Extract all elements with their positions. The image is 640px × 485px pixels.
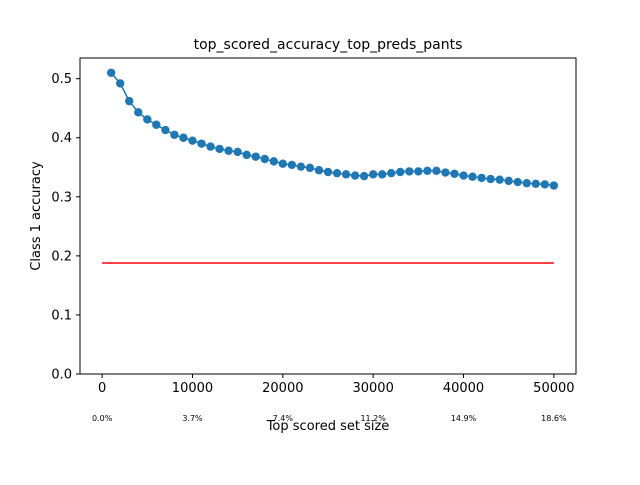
data-point [350,171,360,180]
data-point [106,68,116,77]
data-point [287,160,297,170]
y-tick-label: 0.0 [51,368,72,383]
data-point [405,167,414,176]
data-point [549,181,559,190]
data-point [206,142,215,151]
data-point [170,130,179,139]
data-point [459,171,468,180]
secondary-x-label: 14.9% [451,414,477,423]
secondary-x-labels: 0.0% 3.7% 7.4% 11.2% 14.9% 18.6% [92,414,567,423]
x-axis: 0 10000 20000 30000 40000 50000 [98,374,575,396]
data-point [368,170,378,179]
data-point [314,166,324,175]
y-tick-label: 0.4 [51,131,72,146]
x-tick-label: 20000 [262,381,303,396]
data-point [215,144,224,154]
x-axis-label: Top scored set size [266,419,390,434]
data-point [450,169,459,178]
data-point [323,167,333,177]
data-point [468,172,477,181]
data-point [296,162,306,171]
data-point [423,166,432,176]
data-point [504,176,513,186]
y-tick-label: 0.1 [51,308,72,323]
data-point [278,159,288,168]
data-point [522,179,531,188]
x-tick-label: 10000 [172,381,213,396]
secondary-x-label: 11.2% [360,414,386,423]
data-point [251,152,260,161]
y-tick-label: 0.2 [51,249,72,264]
data-point [179,133,188,142]
data-point [125,96,134,106]
y-axis: 0.0 0.1 0.2 0.3 0.4 0.5 [51,72,80,383]
x-tick-label: 30000 [352,381,393,396]
series-line-1 [110,72,554,187]
x-tick-label: 0 [98,381,106,396]
data-point [441,168,450,177]
data-point [387,168,396,178]
y-tick-label: 0.3 [51,190,72,205]
chart-title: top_scored_accuracy_top_preds_pants [194,37,463,53]
x-tick-label: 50000 [533,381,574,396]
secondary-x-label: 0.0% [92,414,113,423]
data-point [359,171,369,181]
data-point [161,125,170,135]
data-point [116,79,125,88]
y-axis-label: Class 1 accuracy [29,161,44,271]
secondary-x-label: 7.4% [273,414,294,423]
data-point [540,180,550,189]
data-point [224,146,233,155]
data-point [414,167,423,176]
data-point [152,120,161,129]
data-point [233,147,242,157]
plot-frame [79,57,577,375]
data-point [513,177,522,187]
data-point [477,173,486,183]
data-point [531,179,540,189]
data-point [143,115,152,124]
data-point [269,157,278,166]
data-point [332,168,342,178]
data-point [378,170,387,179]
y-tick-label: 0.5 [51,72,72,87]
data-point [134,108,143,117]
data-point [197,139,206,148]
x-tick-label: 40000 [443,381,484,396]
secondary-x-label: 18.6% [541,414,567,423]
data-point [260,154,269,164]
series-layer [102,68,559,264]
data-point [432,166,441,176]
data-point [341,170,351,179]
secondary-x-label: 3.7% [182,414,203,423]
data-point [396,167,405,177]
data-point [242,150,251,160]
data-point [486,174,495,184]
data-point [188,136,197,145]
data-point [305,163,315,173]
data-point [495,175,504,184]
